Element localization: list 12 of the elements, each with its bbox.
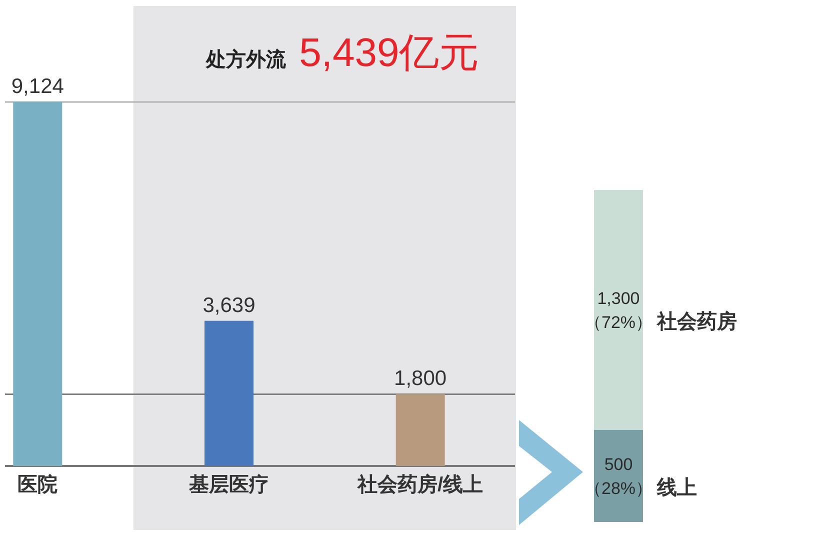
x-tick-label: 医院: [18, 473, 58, 496]
band-label: 处方外流: [205, 48, 288, 71]
data-label: 3,639: [202, 293, 256, 316]
series-label: 社会药房: [656, 310, 737, 333]
data-label: 9,124: [11, 74, 64, 98]
text: 5,439亿元: [299, 31, 480, 75]
data-label: 500 （28%）: [584, 454, 653, 498]
x-tick-label: 社会药房/线上: [356, 473, 484, 496]
data-label: 1,800: [394, 366, 447, 390]
series-label: 线上: [656, 476, 697, 499]
x-tick-label: 基层医疗: [188, 473, 269, 496]
data-label: 1,300 （72%）: [584, 288, 653, 332]
